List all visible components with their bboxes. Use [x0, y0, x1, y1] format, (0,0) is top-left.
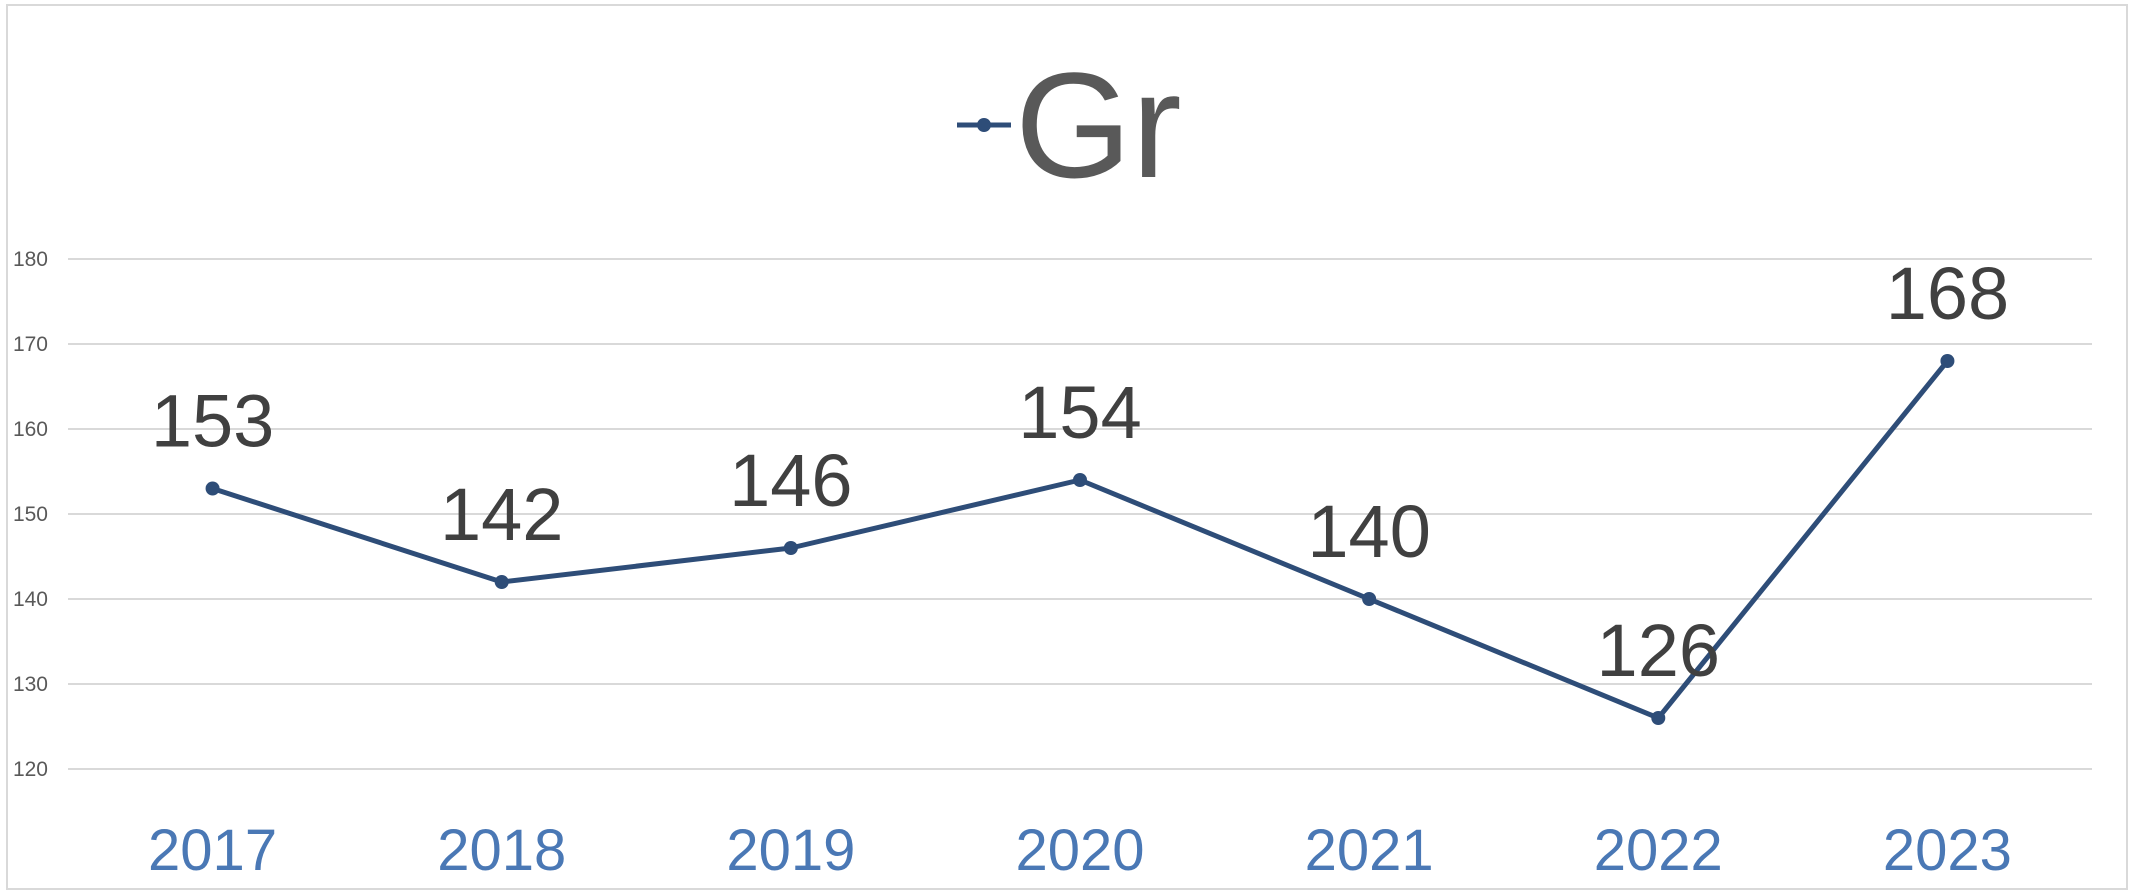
x-tick-label: 2019: [726, 818, 855, 883]
x-tick-label: 2023: [1883, 818, 2012, 883]
y-tick-label: 150: [13, 503, 48, 526]
data-point: [783, 541, 798, 555]
x-tick-label: 2022: [1594, 818, 1723, 883]
data-label: 146: [729, 439, 852, 522]
data-label: 154: [1018, 371, 1141, 454]
data-point: [1651, 711, 1666, 725]
y-tick-label: 130: [13, 673, 48, 696]
data-label: 140: [1307, 490, 1430, 573]
y-tick-label: 170: [13, 333, 48, 356]
legend-marker: [977, 118, 991, 132]
data-point: [1940, 354, 1955, 368]
data-label: 153: [151, 380, 274, 463]
legend-label: Gr: [1015, 41, 1182, 209]
x-tick-label: 2018: [437, 818, 566, 883]
data-label: 142: [440, 473, 563, 556]
data-label: 168: [1886, 252, 2009, 335]
y-tick-label: 140: [13, 588, 48, 611]
x-tick-label: 2021: [1305, 818, 1434, 883]
x-tick-label: 2020: [1015, 818, 1144, 883]
x-tick-label: 2017: [148, 818, 277, 883]
y-tick-label: 180: [13, 248, 48, 271]
data-label: 126: [1597, 609, 1720, 692]
data-point: [1362, 592, 1377, 606]
data-point: [1073, 473, 1087, 487]
chart-frame: [6, 4, 2128, 890]
y-tick-label: 120: [13, 758, 48, 781]
y-tick-label: 160: [13, 418, 48, 441]
data-point: [205, 481, 220, 496]
data-point: [494, 575, 509, 589]
